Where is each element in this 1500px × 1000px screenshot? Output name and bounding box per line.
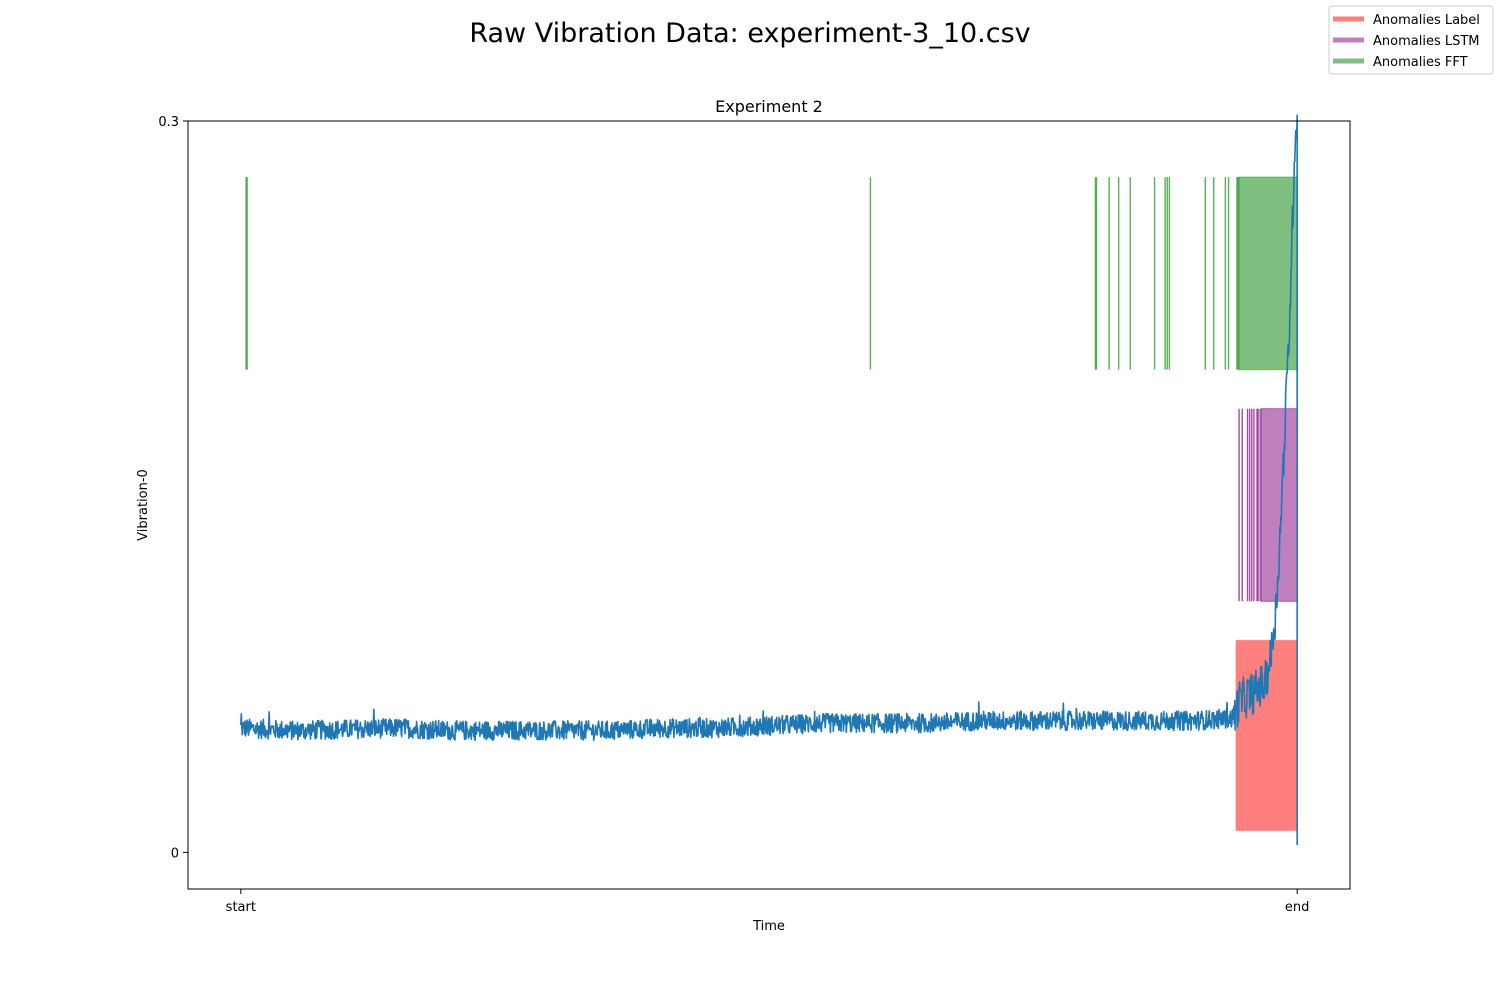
legend-label: Anomalies FFT xyxy=(1373,55,1468,70)
chart-suptitle: Raw Vibration Data: experiment-3_10.csv xyxy=(469,18,1030,49)
y-axis-label: Vibration-0 xyxy=(136,469,151,541)
y-tick-label: 0 xyxy=(171,846,179,861)
x-tick-label: start xyxy=(226,900,256,915)
axes-title: Experiment 2 xyxy=(715,97,823,116)
axis-ticks: start end 0 0.3 xyxy=(158,115,1309,915)
axes-frame xyxy=(187,120,1351,890)
legend: Anomalies Label Anomalies LSTM Anomalies F… xyxy=(1328,5,1494,75)
x-tick-label: end xyxy=(1285,900,1310,915)
y-tick-label: 0.3 xyxy=(158,115,179,130)
fft-anomaly-region xyxy=(1238,176,1298,371)
x-axis-label: Time xyxy=(752,919,785,934)
legend-label: Anomalies LSTM xyxy=(1373,34,1480,49)
vibration-series-line xyxy=(240,114,1298,846)
legend-label: Anomalies Label xyxy=(1373,13,1480,28)
plot-area xyxy=(240,114,1298,846)
legend-frame xyxy=(1328,5,1494,75)
